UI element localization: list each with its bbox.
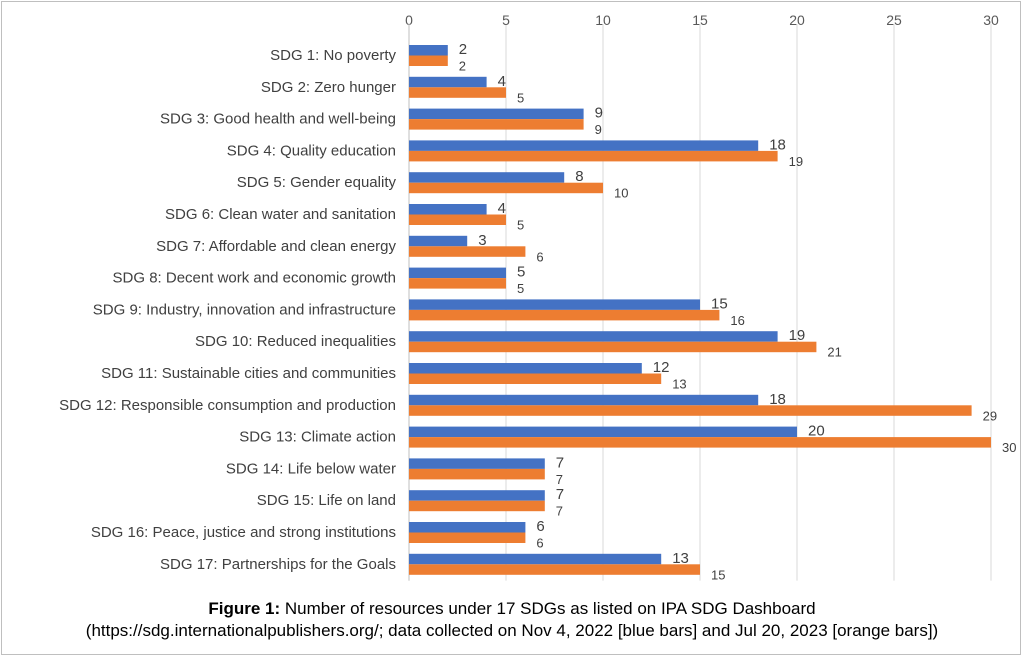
data-label-orange: 19 — [789, 154, 803, 169]
bar-orange — [409, 55, 448, 66]
data-label-blue: 18 — [769, 136, 786, 153]
bar-blue — [409, 76, 487, 88]
data-label-orange: 10 — [614, 186, 628, 201]
data-label-blue: 2 — [459, 41, 467, 58]
category-label: SDG 2: Zero hunger — [261, 79, 396, 96]
bar-orange — [409, 182, 603, 194]
bar-blue — [409, 553, 662, 565]
bar-orange — [409, 119, 584, 130]
data-label-blue: 7 — [556, 454, 564, 471]
bar-orange — [409, 341, 817, 353]
category-label: SDG 3: Good health and well-being — [160, 111, 396, 128]
bar-orange — [409, 214, 506, 225]
bar-orange — [409, 564, 700, 575]
bar-blue — [409, 204, 487, 215]
category-label: SDG 6: Clean water and sanitation — [165, 206, 396, 223]
bar-blue — [409, 363, 642, 374]
data-label-orange: 15 — [711, 567, 725, 582]
data-label-blue: 13 — [672, 550, 689, 567]
bar-blue — [409, 267, 506, 279]
data-label-blue: 7 — [556, 486, 564, 503]
data-label-blue: 9 — [595, 105, 603, 122]
bar-blue — [409, 522, 526, 533]
data-label-blue: 5 — [517, 264, 525, 281]
bar-blue — [409, 140, 759, 151]
x-tick-label: 5 — [502, 12, 510, 28]
figure-caption: Figure 1: Number of resources under 17 S… — [0, 598, 1024, 642]
bar-blue — [409, 426, 797, 438]
data-label-orange: 13 — [672, 377, 686, 392]
bar-orange — [409, 150, 778, 162]
bar-orange — [409, 532, 526, 543]
x-tick-label: 0 — [405, 12, 413, 28]
category-label: SDG 5: Gender equality — [237, 174, 397, 191]
x-tick-label: 10 — [595, 12, 611, 28]
x-tick-label: 30 — [983, 12, 999, 28]
bar-blue — [409, 299, 700, 310]
category-label: SDG 12: Responsible consumption and prod… — [59, 397, 396, 414]
caption-line-2: (https://sdg.internationalpublishers.org… — [85, 621, 939, 640]
data-label-orange: 30 — [1002, 440, 1016, 455]
category-label: SDG 11: Sustainable cities and communiti… — [101, 365, 396, 382]
data-label-blue: 4 — [498, 200, 506, 217]
data-label-blue: 3 — [478, 232, 486, 249]
category-label: SDG 10: Reduced inequalities — [195, 333, 396, 350]
data-label-orange: 5 — [517, 218, 524, 233]
category-label: SDG 8: Decent work and economic growth — [113, 270, 396, 287]
data-label-orange: 29 — [983, 408, 997, 423]
data-label-blue: 19 — [789, 327, 806, 344]
data-label-orange: 9 — [595, 122, 602, 137]
category-label: SDG 14: Life below water — [226, 460, 396, 477]
x-tick-label: 15 — [692, 12, 708, 28]
data-label-orange: 7 — [556, 472, 563, 487]
x-tick-label: 25 — [886, 12, 902, 28]
bar-blue — [409, 172, 565, 183]
x-tick-label: 20 — [789, 12, 805, 28]
bar-orange — [409, 405, 972, 416]
category-label: SDG 17: Partnerships for the Goals — [160, 556, 396, 573]
category-label: SDG 15: Life on land — [257, 492, 396, 509]
data-label-orange: 6 — [536, 536, 543, 551]
bar-blue — [409, 108, 584, 120]
data-label-blue: 15 — [711, 295, 728, 312]
bar-orange — [409, 437, 991, 448]
bar-chart: 0 5 10 15 20 25 30 SDG 1: No poverty 22 SDG 2: Ze… — [59, 12, 1016, 582]
bar-blue — [409, 235, 468, 247]
caption-figure-label: Figure 1: — [208, 599, 281, 618]
bar-orange — [409, 246, 526, 257]
bar-blue — [409, 45, 448, 56]
bar-orange — [409, 87, 506, 98]
data-label-blue: 18 — [769, 391, 786, 408]
bar-orange — [409, 500, 545, 512]
bar-blue — [409, 394, 759, 406]
category-label: SDG 4: Quality education — [227, 142, 396, 159]
caption-line-1: Figure 1: Number of resources under 17 S… — [0, 598, 1024, 620]
bar-orange — [409, 373, 662, 384]
data-label-orange: 2 — [459, 59, 466, 74]
data-label-blue: 6 — [536, 518, 544, 535]
bar-orange — [409, 468, 545, 480]
data-label-orange: 5 — [517, 281, 524, 296]
bar-blue — [409, 458, 545, 469]
data-label-orange: 6 — [536, 249, 543, 264]
data-label-orange: 21 — [827, 345, 841, 360]
bar-orange — [409, 278, 506, 289]
bar-blue — [409, 331, 778, 342]
category-label: SDG 7: Affordable and clean energy — [156, 238, 396, 255]
data-label-orange: 7 — [556, 504, 563, 519]
data-label-blue: 4 — [498, 73, 506, 90]
bar-blue — [409, 490, 545, 501]
data-label-orange: 16 — [730, 313, 744, 328]
category-label: SDG 1: No poverty — [270, 47, 396, 64]
data-label-blue: 8 — [575, 168, 583, 185]
data-label-blue: 12 — [653, 359, 670, 376]
category-label: SDG 13: Climate action — [239, 429, 396, 446]
category-label: SDG 16: Peace, justice and strong instit… — [91, 524, 396, 541]
data-label-blue: 20 — [808, 423, 825, 440]
caption-title: Number of resources under 17 SDGs as lis… — [280, 599, 816, 618]
category-label: SDG 9: Industry, innovation and infrastr… — [93, 301, 396, 318]
data-label-orange: 5 — [517, 90, 524, 105]
bar-orange — [409, 309, 720, 321]
